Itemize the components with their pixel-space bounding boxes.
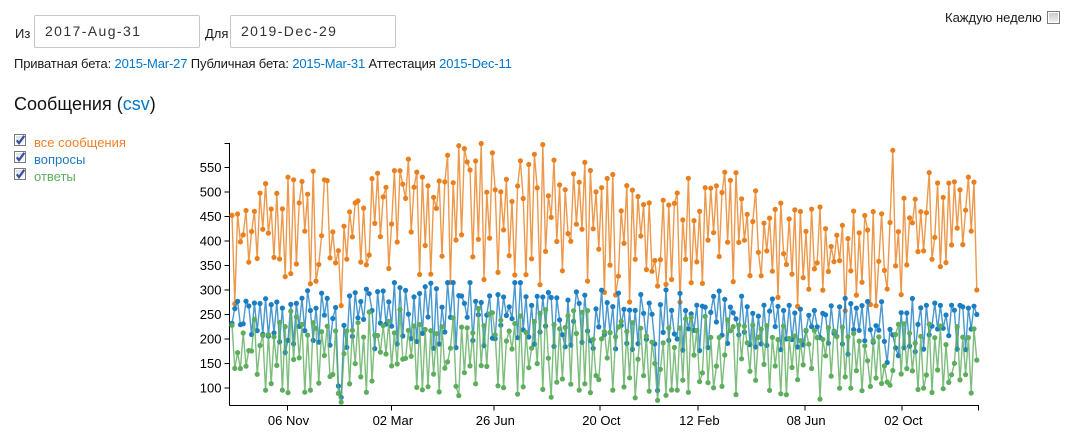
svg-text:08 Jun: 08 Jun xyxy=(787,413,826,428)
svg-text:450: 450 xyxy=(200,209,222,224)
svg-text:150: 150 xyxy=(200,356,222,371)
svg-text:02 Mar: 02 Mar xyxy=(373,413,414,428)
svg-text:20 Oct: 20 Oct xyxy=(582,413,621,428)
svg-text:500: 500 xyxy=(200,185,222,200)
svg-text:250: 250 xyxy=(200,307,222,322)
svg-text:200: 200 xyxy=(200,332,222,347)
svg-text:06 Nov: 06 Nov xyxy=(268,413,310,428)
svg-text:550: 550 xyxy=(200,160,222,175)
svg-text:400: 400 xyxy=(200,234,222,249)
svg-text:300: 300 xyxy=(200,283,222,298)
svg-text:12 Feb: 12 Feb xyxy=(679,413,719,428)
svg-text:100: 100 xyxy=(200,381,222,396)
svg-text:350: 350 xyxy=(200,258,222,273)
svg-text:02 Oct: 02 Oct xyxy=(884,413,923,428)
svg-text:26 Jun: 26 Jun xyxy=(476,413,515,428)
